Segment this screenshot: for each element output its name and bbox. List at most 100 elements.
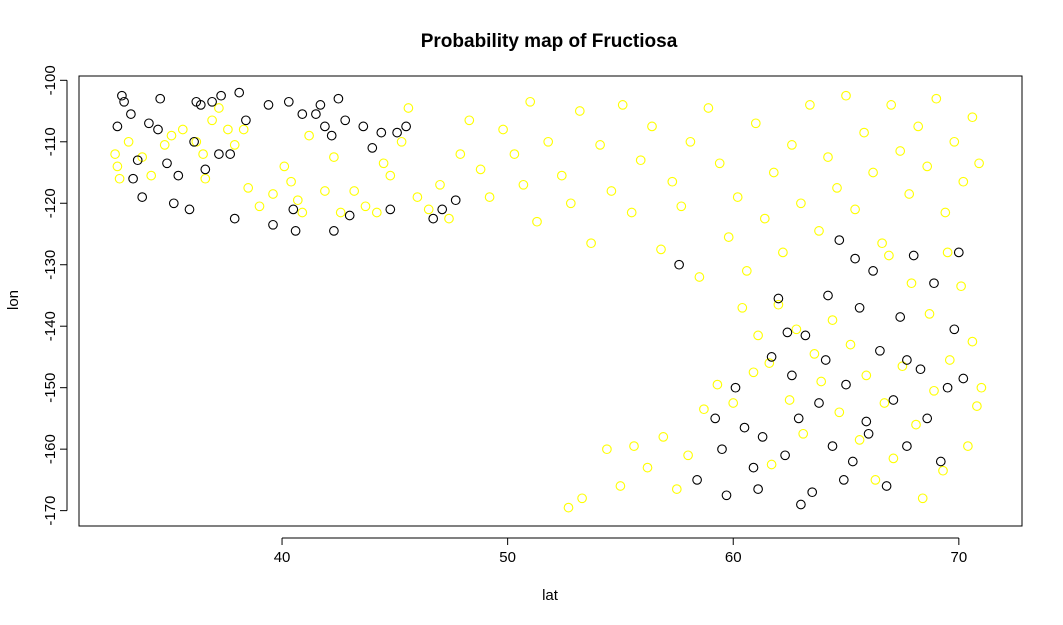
data-point xyxy=(847,456,858,467)
data-point xyxy=(967,336,978,347)
data-point xyxy=(290,226,301,236)
data-point xyxy=(304,130,314,141)
data-point xyxy=(895,312,906,322)
data-point xyxy=(764,358,775,368)
data-point xyxy=(629,441,639,451)
data-point xyxy=(326,130,337,141)
data-point xyxy=(225,149,236,159)
data-point xyxy=(214,103,224,113)
data-point xyxy=(699,404,709,415)
data-point xyxy=(714,158,725,169)
data-point xyxy=(371,207,382,218)
chart-title: Probability map of Fructiosa xyxy=(421,31,678,52)
data-point xyxy=(195,100,206,110)
data-point xyxy=(766,459,777,470)
data-point xyxy=(823,290,833,301)
data-point xyxy=(683,450,693,461)
data-point xyxy=(753,330,763,341)
data-point xyxy=(189,136,199,147)
data-point xyxy=(428,213,439,224)
data-point xyxy=(444,213,454,224)
x-tick-label: 60 xyxy=(725,549,742,566)
data-point xyxy=(748,462,759,473)
data-point xyxy=(119,96,129,107)
data-point xyxy=(868,266,878,276)
data-point xyxy=(112,161,123,172)
points-layer xyxy=(110,87,987,513)
data-point xyxy=(128,173,138,184)
data-point xyxy=(692,475,702,485)
data-point xyxy=(385,204,396,215)
data-point xyxy=(184,204,195,215)
data-point xyxy=(144,118,154,129)
data-point xyxy=(126,109,136,119)
data-point xyxy=(879,398,890,408)
data-point xyxy=(963,441,973,451)
data-point xyxy=(475,164,486,175)
data-point xyxy=(279,161,290,172)
data-point xyxy=(902,355,912,365)
data-point xyxy=(757,432,768,442)
data-point xyxy=(750,118,761,129)
data-point xyxy=(694,272,705,282)
data-point xyxy=(525,96,536,107)
data-point xyxy=(793,413,804,424)
data-point xyxy=(642,462,653,473)
data-point xyxy=(396,136,407,147)
y-tick-label: -110 xyxy=(42,127,59,156)
data-point xyxy=(286,176,296,187)
data-point xyxy=(737,302,748,313)
data-point xyxy=(349,186,360,196)
data-point xyxy=(888,395,899,405)
data-point xyxy=(344,210,355,221)
data-point xyxy=(435,179,445,190)
data-point xyxy=(902,441,912,451)
data-point xyxy=(949,136,960,147)
data-point xyxy=(897,361,908,372)
data-point xyxy=(949,324,960,335)
data-point xyxy=(976,382,987,393)
data-point xyxy=(787,370,797,381)
data-point xyxy=(796,198,806,209)
data-point xyxy=(834,235,845,245)
data-point xyxy=(791,324,802,335)
data-point xyxy=(773,293,784,304)
y-tick-label: -160 xyxy=(42,434,59,464)
data-point xyxy=(800,330,811,341)
y-tick-label: -100 xyxy=(42,65,59,95)
data-point xyxy=(814,398,824,408)
data-point xyxy=(732,192,743,202)
data-point xyxy=(518,179,529,190)
data-point xyxy=(944,355,955,365)
data-point xyxy=(863,428,874,439)
data-point xyxy=(766,352,777,362)
data-point xyxy=(674,259,684,270)
data-point xyxy=(798,428,809,439)
data-point xyxy=(137,192,148,202)
data-point xyxy=(437,204,448,215)
data-point xyxy=(929,278,939,289)
data-point xyxy=(173,170,184,181)
data-point xyxy=(358,121,369,132)
data-point xyxy=(595,140,605,150)
data-point xyxy=(617,100,628,110)
data-point xyxy=(676,201,687,212)
data-point xyxy=(241,115,251,126)
data-point xyxy=(915,364,926,375)
data-point xyxy=(827,441,838,451)
data-point xyxy=(870,475,881,485)
data-point xyxy=(297,207,308,218)
y-tick-label: -170 xyxy=(42,496,59,526)
data-point xyxy=(498,124,508,135)
data-point xyxy=(868,167,878,178)
x-axis-label: lat xyxy=(542,587,559,604)
data-point xyxy=(635,155,646,166)
data-point xyxy=(784,395,795,405)
data-point xyxy=(268,189,278,199)
data-point xyxy=(753,484,763,494)
data-point xyxy=(741,266,752,276)
data-point xyxy=(841,379,851,390)
data-point xyxy=(166,130,177,141)
data-point xyxy=(877,238,887,249)
x-tick-label: 40 xyxy=(274,549,291,566)
